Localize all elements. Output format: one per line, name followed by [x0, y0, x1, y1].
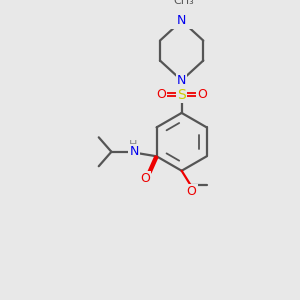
Text: N: N [177, 74, 186, 87]
Text: O: O [140, 172, 150, 185]
Text: O: O [197, 88, 207, 101]
Text: O: O [156, 88, 166, 101]
Text: N: N [177, 14, 186, 27]
Text: N: N [129, 145, 139, 158]
Text: S: S [177, 88, 186, 102]
Text: CH₃: CH₃ [173, 0, 194, 6]
Text: O: O [187, 185, 196, 198]
Text: H: H [129, 140, 137, 150]
